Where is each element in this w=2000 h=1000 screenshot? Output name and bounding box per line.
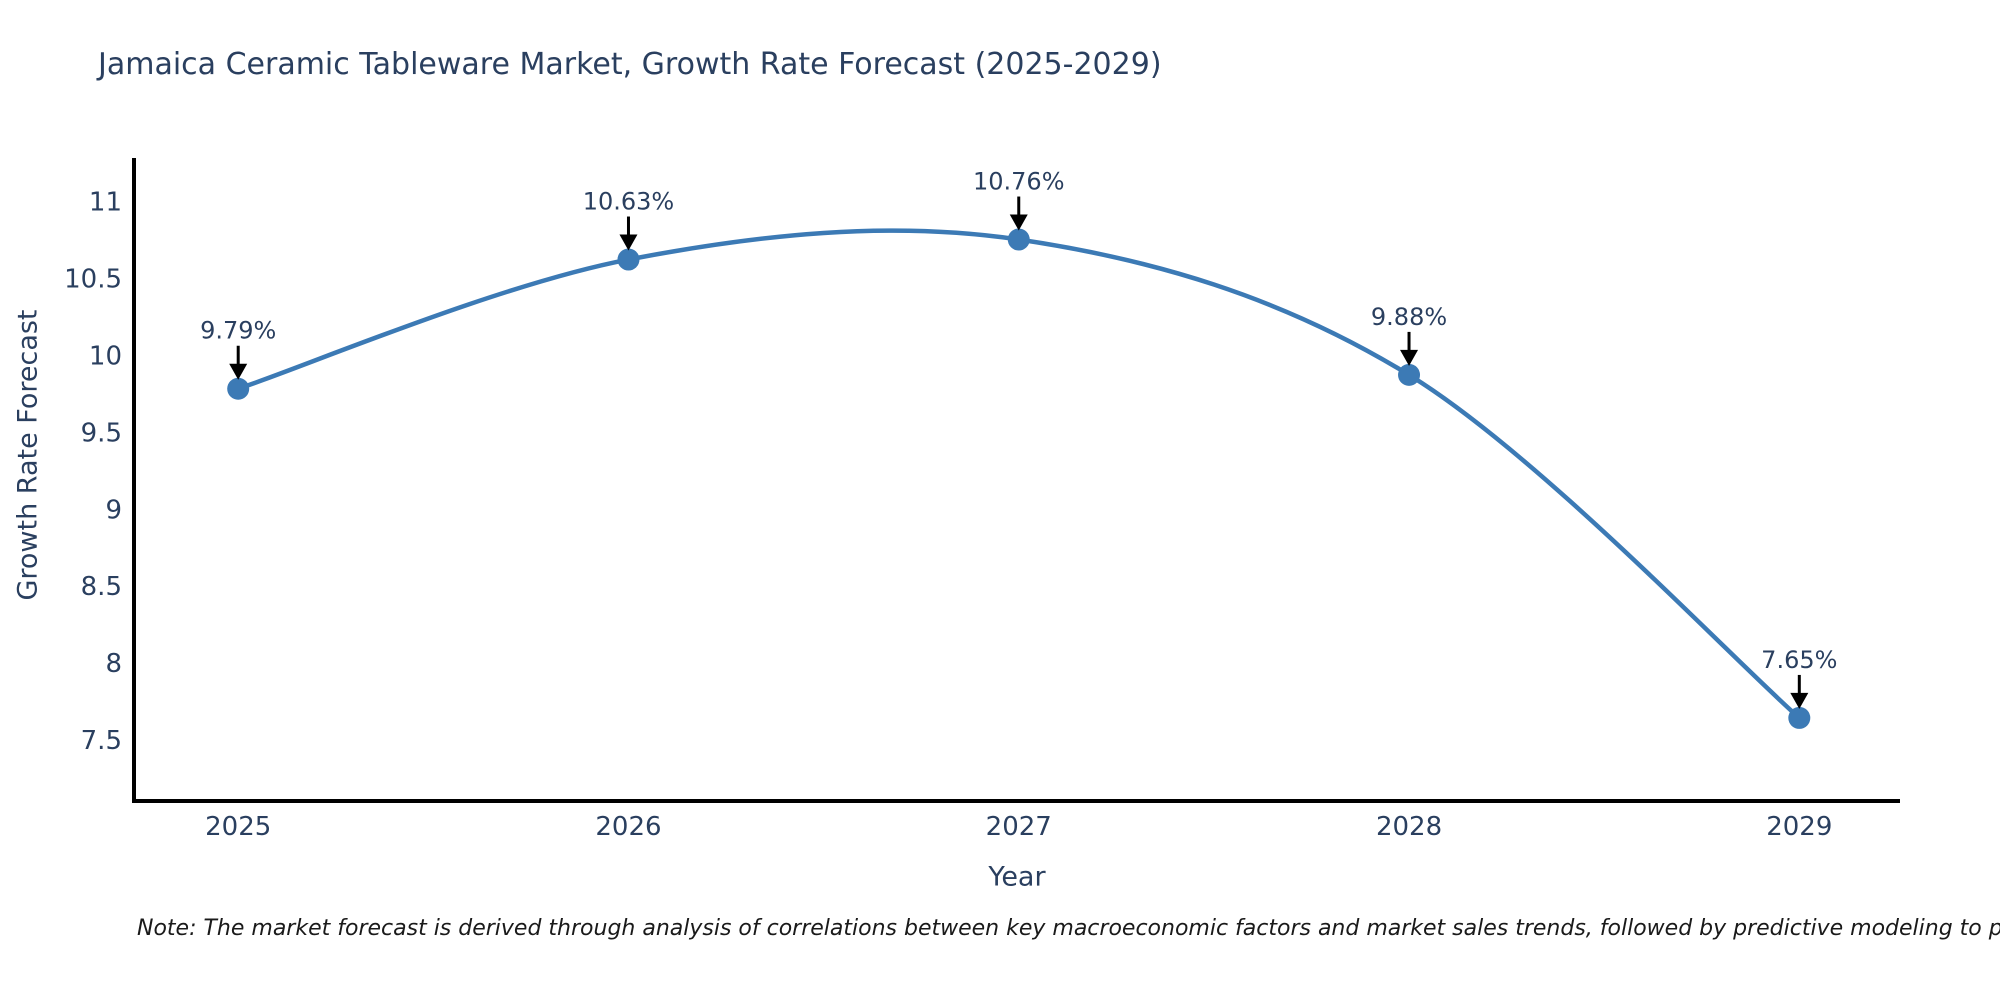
data-point-marker [1788,706,1811,729]
annotation-arrowhead [1400,349,1419,366]
annotation-arrowhead [229,363,248,380]
y-tick-label: 10 [89,341,122,371]
y-tick-label: 7.5 [81,726,122,756]
annotation-arrowhead [619,234,638,251]
chart-title: Jamaica Ceramic Tableware Market, Growth… [98,47,1162,82]
x-axis-title: Year [988,861,1046,893]
x-tick-label: 2029 [1766,812,1832,842]
x-tick-label: 2026 [595,812,661,842]
y-axis-title: Growth Rate Forecast [12,309,44,601]
x-tick-label: 2025 [205,812,271,842]
data-point-marker [617,248,640,271]
x-tick-label: 2028 [1376,812,1442,842]
point-annotation-label: 9.88% [1371,303,1447,331]
y-tick-label: 11 [89,188,122,218]
chart-footnote: Note: The market forecast is derived thr… [137,916,2000,941]
series-line [237,228,1801,720]
point-annotation-label: 10.63% [583,188,675,216]
y-tick-label: 10.5 [64,265,122,295]
y-tick-label: 8.5 [81,572,122,602]
data-point-marker [1007,228,1030,251]
point-annotation-label: 9.79% [200,317,276,345]
x-tick-label: 2027 [986,812,1052,842]
y-tick-label: 9.5 [81,418,122,448]
y-tick-label: 9 [105,495,122,525]
annotation-arrowhead [1009,214,1028,231]
data-point-marker [1398,363,1421,386]
data-point-marker [227,377,250,400]
y-tick-label: 8 [105,649,122,679]
point-annotation-label: 10.76% [973,168,1065,196]
point-annotation-label: 7.65% [1761,646,1837,674]
annotation-arrowhead [1790,692,1809,709]
